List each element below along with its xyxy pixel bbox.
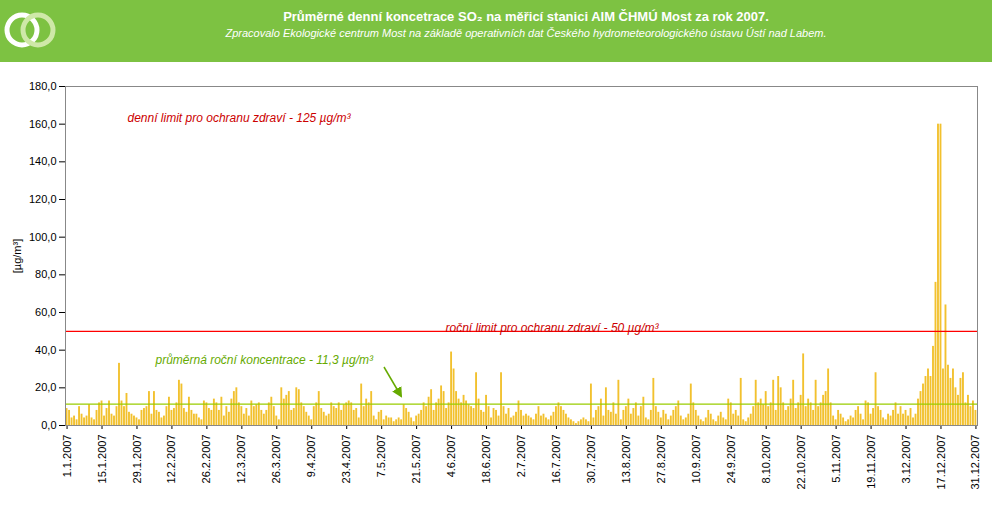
svg-text:80,0: 80,0 [35, 268, 56, 280]
svg-text:13.8.2007: 13.8.2007 [620, 435, 632, 484]
svg-text:60,0: 60,0 [35, 306, 56, 318]
svg-text:23.4.2007: 23.4.2007 [340, 435, 352, 484]
svg-text:31.12.2007: 31.12.2007 [969, 435, 981, 490]
svg-text:2.7.2007: 2.7.2007 [515, 435, 527, 478]
svg-text:5.11.2007: 5.11.2007 [830, 435, 842, 483]
svg-text:16.7.2007: 16.7.2007 [550, 435, 562, 484]
svg-text:140,0: 140,0 [29, 155, 57, 167]
svg-text:18.6.2007: 18.6.2007 [480, 435, 492, 484]
svg-text:průměrná roční koncentrace - 1: průměrná roční koncentrace - 11,3 µg/m³ [155, 353, 374, 367]
svg-text:26.2.2007: 26.2.2007 [200, 435, 212, 484]
svg-text:12.3.2007: 12.3.2007 [235, 435, 247, 484]
svg-text:27.8.2007: 27.8.2007 [655, 435, 667, 484]
svg-text:17.12.2007: 17.12.2007 [935, 435, 947, 490]
svg-text:40,0: 40,0 [35, 344, 56, 356]
svg-text:7.5.2007: 7.5.2007 [375, 435, 387, 478]
svg-text:22.10.2007: 22.10.2007 [795, 435, 807, 490]
svg-text:12.2.2007: 12.2.2007 [165, 435, 177, 484]
svg-text:24.9.2007: 24.9.2007 [725, 435, 737, 484]
html-text:Průměrné denní koncetrace SO₂: Průměrné denní koncetrace SO₂ na měřicí … [283, 9, 769, 24]
svg-text:19.11.2007: 19.11.2007 [865, 435, 877, 489]
svg-text:15.1.2007: 15.1.2007 [96, 435, 108, 484]
svg-text:0,0: 0,0 [41, 419, 56, 431]
svg-text:denní limit pro ochranu zdraví: denní limit pro ochranu zdraví - 125 µg/… [128, 111, 352, 125]
svg-text:4.6.2007: 4.6.2007 [445, 435, 457, 478]
svg-text:30.7.2007: 30.7.2007 [585, 435, 597, 484]
svg-text:10.9.2007: 10.9.2007 [690, 435, 702, 484]
svg-text:9.4.2007: 9.4.2007 [305, 435, 317, 478]
svg-text:29.1.2007: 29.1.2007 [130, 435, 142, 484]
svg-text:8.10.2007: 8.10.2007 [760, 435, 772, 484]
svg-text:20,0: 20,0 [35, 381, 56, 393]
svg-text:180,0: 180,0 [29, 80, 57, 92]
svg-text:100,0: 100,0 [29, 231, 57, 243]
svg-text:160,0: 160,0 [29, 118, 57, 130]
svg-text:roční limit pro ochranu zdraví: roční limit pro ochranu zdraví - 50 µg/m… [446, 321, 660, 335]
svg-text:[µg/m³]: [µg/m³] [11, 239, 23, 273]
svg-text:3.12.2007: 3.12.2007 [900, 435, 912, 484]
html-text:Zpracovalo Ekologické centrum: Zpracovalo Ekologické centrum Most na zá… [225, 27, 827, 39]
svg-text:120,0: 120,0 [29, 193, 57, 205]
svg-text:1.1.2007: 1.1.2007 [61, 435, 73, 478]
svg-text:21.5.2007: 21.5.2007 [410, 435, 422, 484]
svg-text:26.3.2007: 26.3.2007 [270, 435, 282, 484]
